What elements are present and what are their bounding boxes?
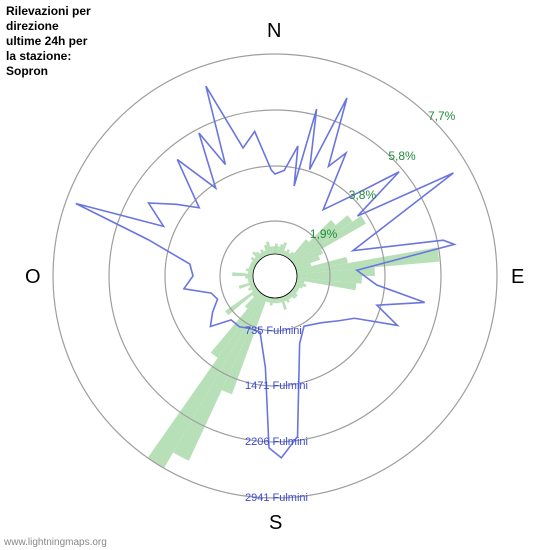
cardinal-north: N [267,20,281,43]
chart-title: Rilevazioni per direzione ultime 24h per… [6,4,91,79]
cardinal-west: O [25,266,41,289]
pct-label-3: 7,7% [428,109,455,123]
cardinal-east: E [511,266,524,289]
cardinal-south: S [269,512,282,535]
pct-label-2: 5,8% [388,149,415,163]
pct-label-0: 1,9% [310,227,337,241]
ring-label-1: 1471 Fulmini [245,380,308,392]
pct-label-1: 3,8% [349,188,376,202]
green-bars-layer [148,215,440,468]
center-circle [253,254,297,298]
credit-text: www.lightningmaps.org [4,537,107,548]
ring-label-0: 735 Fulmini [245,325,302,337]
center-hole [253,254,297,298]
polar-chart [0,0,550,550]
ring-label-2: 2206 Fulmini [245,436,308,448]
ring-label-3: 2941 Fulmini [245,492,308,504]
